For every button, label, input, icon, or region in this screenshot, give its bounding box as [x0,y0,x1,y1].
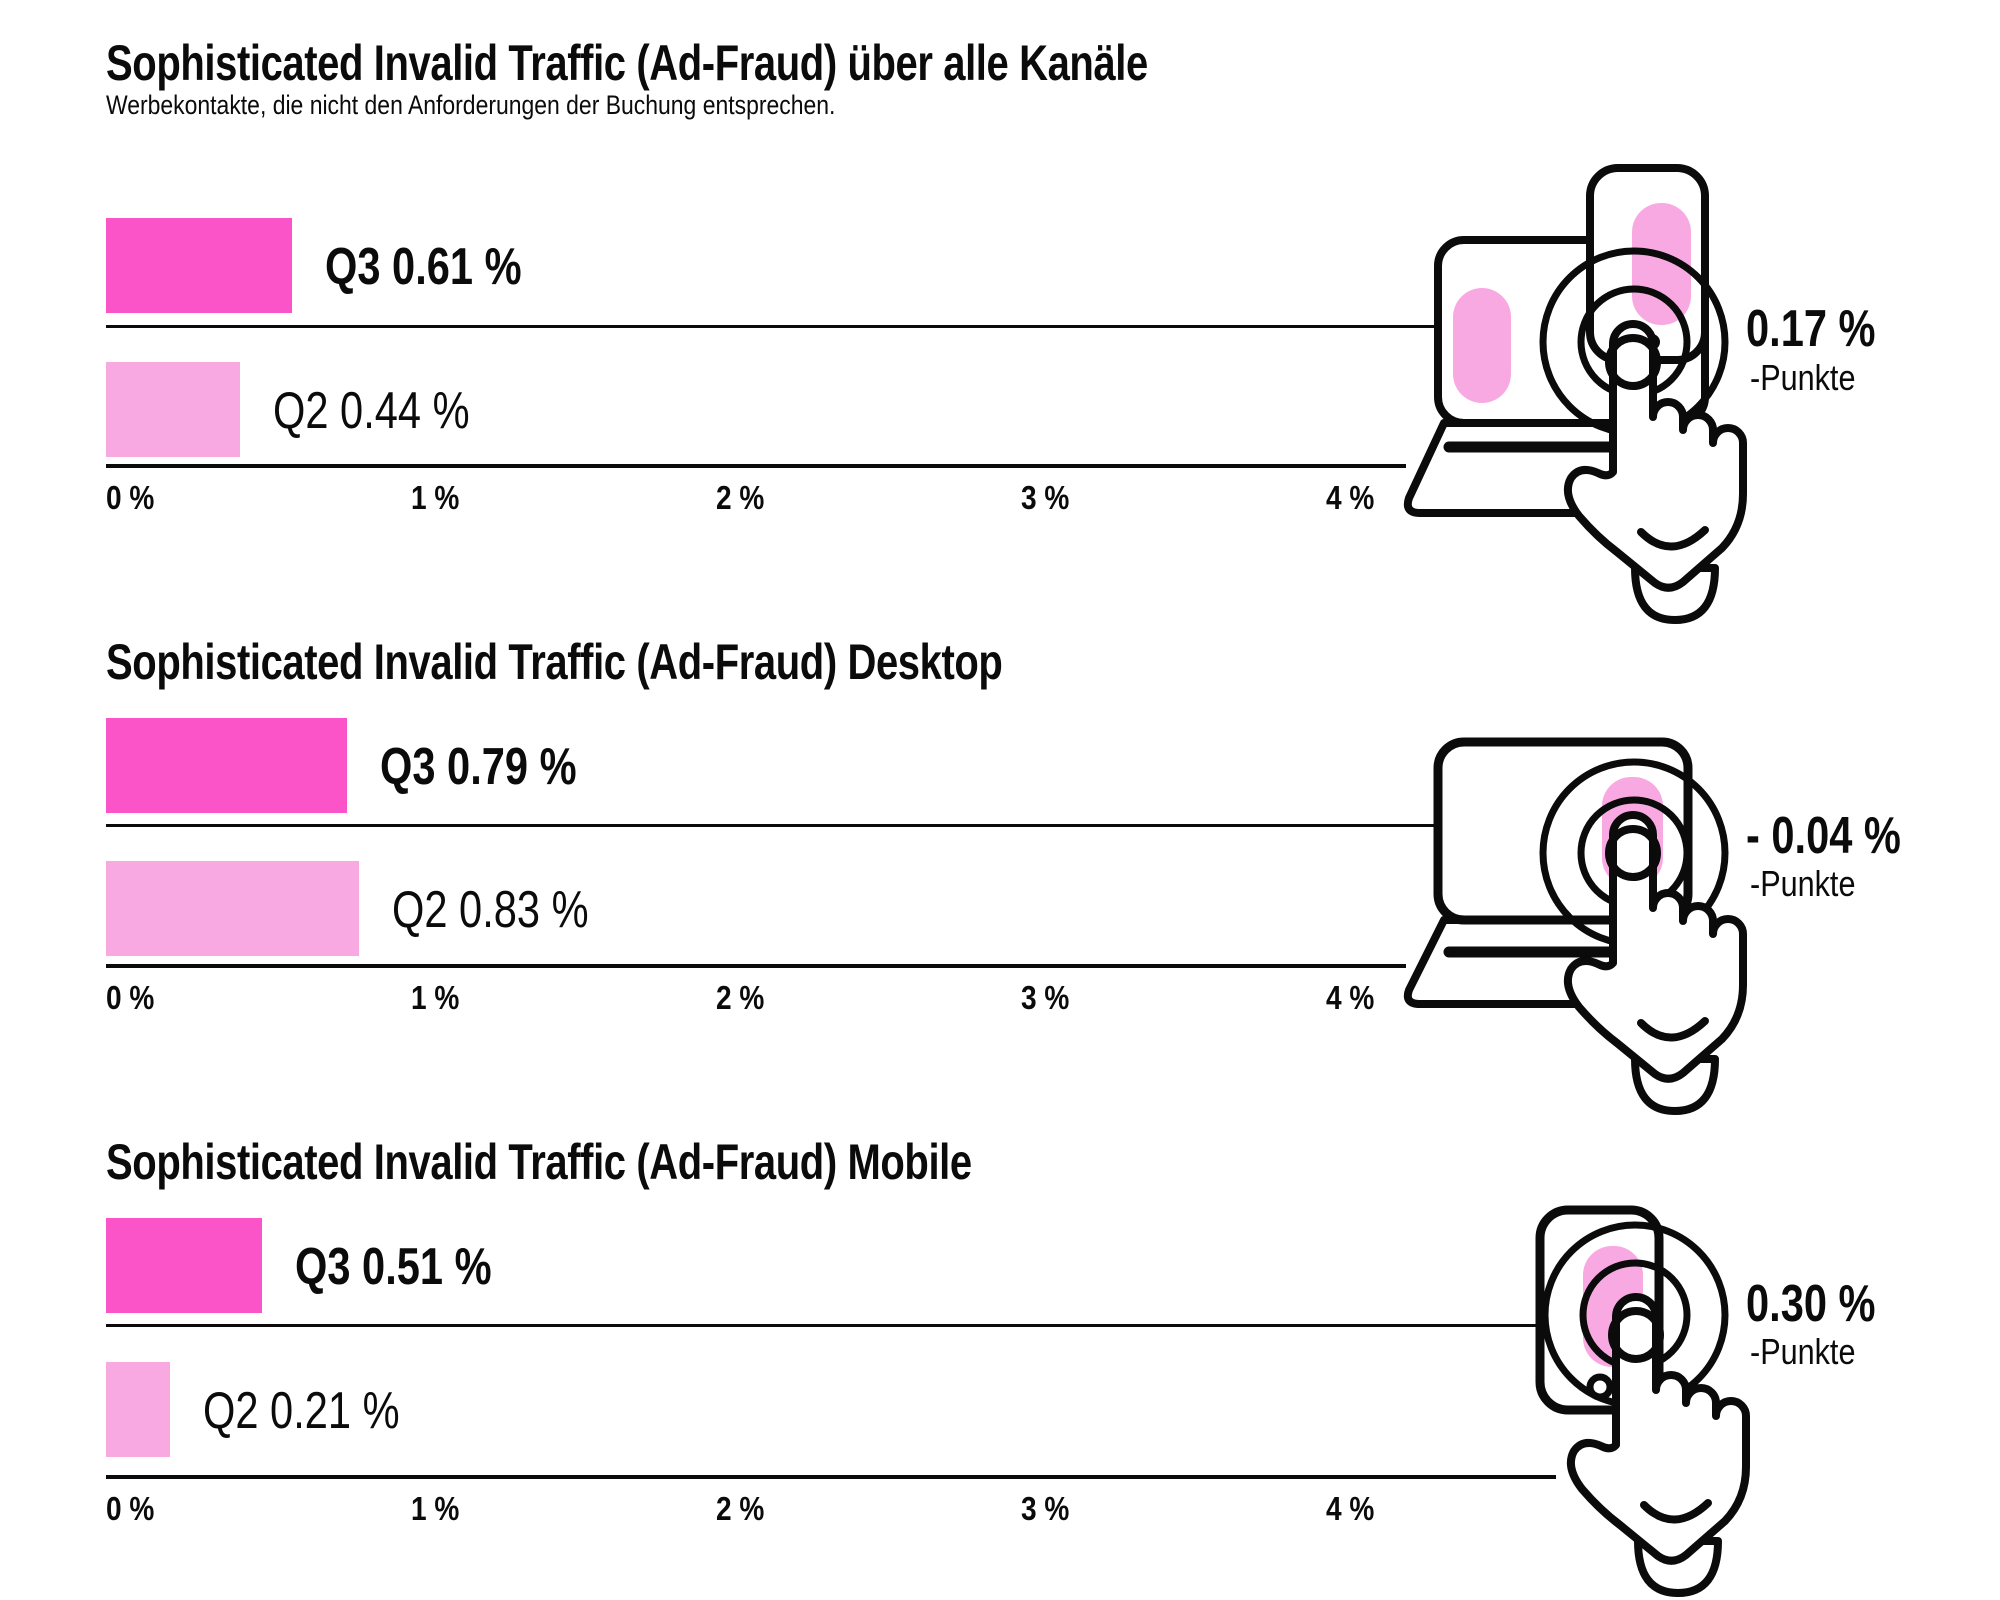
x-tick-label: 3 % [1021,1490,1070,1527]
x-axis-line [106,1475,1556,1479]
bar-q2 [106,362,240,457]
chart-title: Sophisticated Invalid Traffic (Ad-Fraud)… [106,35,1148,91]
delta-unit-label: -Punkte [1750,863,1856,904]
x-axis-line [106,464,1406,468]
laptop-screen [1433,737,1693,925]
delta-value: 0.30 % [1746,1275,1876,1333]
x-tick-label: 4 % [1326,1490,1375,1527]
smartphone-tap-icon [1535,1205,1800,1600]
divider-line [106,824,1436,827]
bar-q3 [106,218,292,313]
smartphone [1535,1205,1664,1415]
home-button [1586,1373,1614,1401]
x-tick-label: 1 % [411,1490,460,1527]
x-tick-label: 2 % [716,979,765,1016]
bar-label-q3: Q3 0.79 % [380,738,577,796]
x-tick-label: 4 % [1326,479,1375,516]
tap-point [1644,334,1660,350]
tap-ripple-outer [1539,247,1729,437]
bar-label-q2: Q2 0.44 % [273,382,470,440]
tap-ripple-inner [1579,1259,1691,1371]
bar-label-q3: Q3 0.61 % [325,238,522,296]
laptop-screen-highlight [1602,777,1663,887]
smartphone [1586,164,1709,364]
x-tick-label: 1 % [411,979,460,1016]
x-tick-label: 0 % [106,479,155,516]
bar-q2 [106,1362,170,1457]
chart-title: Sophisticated Invalid Traffic (Ad-Fraud)… [106,1134,972,1190]
laptop-screen-highlight [1453,288,1511,403]
divider-line [106,1324,1537,1327]
delta-unit-label: -Punkte [1750,357,1856,398]
bar-label-q2: Q2 0.21 % [203,1382,400,1440]
hand-cursor-icon [1568,324,1743,620]
smartphone-highlight [1583,1246,1643,1367]
bar-label-q3: Q3 0.51 % [295,1238,492,1296]
x-tick-label: 3 % [1021,979,1070,1016]
tap-ripple-outer [1541,1221,1729,1409]
bar-q2 [106,861,359,956]
delta-value: 0.17 % [1746,300,1876,358]
x-tick-label: 0 % [106,1490,155,1527]
tap-ripple-inner [1577,285,1691,399]
bar-q3 [106,1218,262,1313]
laptop-screen [1434,236,1709,427]
bar-label-q2: Q2 0.83 % [392,881,589,939]
delta-value: - 0.04 % [1746,807,1901,865]
bar-q3 [106,718,347,813]
delta-unit-label: -Punkte [1750,1331,1856,1372]
x-tick-label: 2 % [716,479,765,516]
laptop-tap-icon [1403,737,1800,1132]
chart-title: Sophisticated Invalid Traffic (Ad-Fraud)… [106,634,1003,690]
tap-ripple-inner [1577,796,1691,910]
divider-line [106,325,1438,328]
x-tick-label: 2 % [716,1490,765,1527]
x-axis-ticks: 0 % 1 % 2 % 3 % 4 % [106,1492,1556,1532]
x-axis-ticks: 0 % 1 % 2 % 3 % 4 % [106,481,1556,521]
x-tick-label: 1 % [411,479,460,516]
x-tick-label: 4 % [1326,979,1375,1016]
x-tick-label: 0 % [106,979,155,1016]
hand-cursor-icon [1571,1297,1746,1593]
x-axis-ticks: 0 % 1 % 2 % 3 % 4 % [106,981,1556,1021]
x-axis-line [106,964,1406,968]
chart-subtitle: Werbekontakte, die nicht den Anforderung… [106,90,836,120]
tap-ripple-outer [1539,758,1729,948]
smartphone-highlight [1632,203,1691,325]
hand-cursor-icon [1568,815,1743,1111]
x-tick-label: 3 % [1021,479,1070,516]
laptop-and-smartphone-tap-icon [1403,164,1800,625]
